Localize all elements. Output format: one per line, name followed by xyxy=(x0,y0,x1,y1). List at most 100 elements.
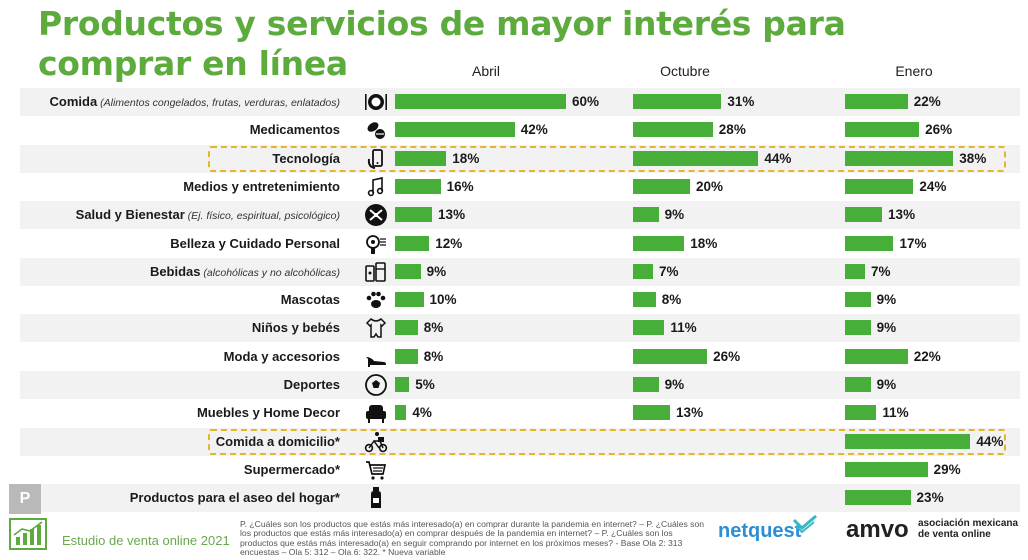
bar-value-label: 17% xyxy=(899,235,927,251)
bar-value-label: 7% xyxy=(658,263,679,279)
bar-value-label: 22% xyxy=(913,94,941,109)
bar-octubre xyxy=(633,292,656,308)
bar-value-label: 11% xyxy=(670,320,697,336)
bar-value-label: 26% xyxy=(713,348,741,364)
row-highlight xyxy=(208,428,1006,455)
series-header-abril: Abril xyxy=(471,63,501,79)
survey-note: P. ¿Cuáles son los productos que estás m… xyxy=(240,519,705,558)
delivery-bike-icon xyxy=(364,431,388,452)
pills-icon xyxy=(367,122,385,140)
bar-value-label: 44% xyxy=(976,433,1004,449)
bar-value-label: 38% xyxy=(959,150,987,166)
category-label: Medicamentos xyxy=(250,122,340,137)
bar-enero xyxy=(845,348,908,364)
bar-abril xyxy=(395,320,418,336)
bar-enero xyxy=(845,433,971,449)
bar-octubre xyxy=(633,377,659,392)
row-highlight xyxy=(208,145,1006,172)
bar-enero xyxy=(845,320,871,336)
series-header-enero: Enero xyxy=(895,63,933,79)
bar-abril xyxy=(395,235,430,251)
bar-octubre xyxy=(633,178,690,194)
category-label: Comida (Alimentos congelados, frutas, ve… xyxy=(50,94,340,109)
category-name: Niños y bebés xyxy=(251,320,340,336)
bar-octubre xyxy=(633,122,713,138)
category-label: Tecnología xyxy=(272,151,340,166)
bar-value-label: 22% xyxy=(913,348,941,364)
bar-value-label: 9% xyxy=(664,377,685,392)
bar-abril xyxy=(395,122,515,138)
onesie-icon xyxy=(365,318,387,339)
bar-value-label: 10% xyxy=(429,292,457,308)
armchair-icon xyxy=(366,405,386,424)
bar-octubre xyxy=(633,207,659,223)
bar-enero xyxy=(845,377,871,392)
bar-abril xyxy=(395,348,418,364)
bar-value-label: 44% xyxy=(764,150,792,166)
bar-value-label: 9% xyxy=(876,292,897,308)
category-label: Bebidas (alcohólicas y no alcohólicas) xyxy=(150,264,340,279)
page-title: Productos y servicios de mayor interés p… xyxy=(38,4,846,83)
heel-shoe-icon xyxy=(366,356,386,367)
bar-enero xyxy=(845,292,871,308)
dining-icon xyxy=(365,94,387,110)
bar-value-label: 13% xyxy=(676,405,704,421)
bar-abril xyxy=(395,405,407,421)
bar-value-label: 11% xyxy=(882,405,909,421)
bar-value-label: 23% xyxy=(916,490,944,506)
bar-value-label: 9% xyxy=(876,377,897,392)
bar-abril xyxy=(395,263,421,279)
category-label: Mascotas xyxy=(281,292,340,307)
bar-value-label: 26% xyxy=(925,122,953,138)
category-name: Productos para el aseo del hogar* xyxy=(129,490,340,506)
netquest-logo: netquest xyxy=(718,520,802,542)
hair-dryer-icon xyxy=(366,234,386,254)
bar-value-label: 4% xyxy=(412,405,432,421)
amvo-logo-subtitle: asociación mexicana de venta online xyxy=(918,518,1019,540)
bar-enero xyxy=(845,150,954,166)
bar-enero xyxy=(845,263,865,279)
bar-abril xyxy=(395,178,441,194)
bar-value-label: 12% xyxy=(435,235,463,251)
bar-abril xyxy=(395,207,433,223)
bar-value-label: 24% xyxy=(919,178,947,194)
category-label: Comida a domicilio* xyxy=(216,434,340,449)
bar-enero xyxy=(845,490,911,506)
category-label: Supermercado* xyxy=(244,462,340,477)
phone-icon xyxy=(367,148,383,169)
study-chart-icon xyxy=(9,518,47,550)
category-name: Tecnología xyxy=(272,150,340,166)
bar-value-label: 13% xyxy=(888,207,916,223)
bar-abril xyxy=(395,292,424,308)
bar-octubre xyxy=(633,150,759,166)
bar-value-label: 60% xyxy=(572,94,600,109)
category-name: Mascotas xyxy=(280,292,340,308)
category-label: Medios y entretenimiento xyxy=(183,179,340,194)
bar-value-label: 8% xyxy=(661,292,682,308)
bar-value-label: 7% xyxy=(870,263,891,279)
study-name: Estudio de venta online 2021 xyxy=(62,533,230,548)
category-label: Niños y bebés xyxy=(252,320,340,335)
category-name: Moda y accesorios xyxy=(223,348,340,364)
bar-octubre xyxy=(633,263,653,279)
category-name: Salud y Bienestar xyxy=(75,207,185,223)
category-name: Supermercado* xyxy=(243,461,340,477)
detergent-bottle-icon xyxy=(371,487,381,509)
bar-value-label: 9% xyxy=(664,207,685,223)
bar-value-label: 28% xyxy=(718,122,746,138)
bar-enero xyxy=(845,207,883,223)
bar-value-label: 16% xyxy=(446,178,474,194)
category-name: Comida xyxy=(49,94,98,109)
bar-enero xyxy=(845,461,928,477)
category-note: (Alimentos congelados, frutas, verduras,… xyxy=(97,97,340,109)
category-label: Moda y accesorios xyxy=(224,349,340,364)
bar-enero xyxy=(845,122,920,138)
bar-value-label: 9% xyxy=(876,320,897,336)
category-name: Comida a domicilio* xyxy=(215,433,340,449)
bar-enero xyxy=(845,235,894,251)
series-header-octubre: Octubre xyxy=(660,63,710,79)
soccer-ball-icon xyxy=(365,374,387,396)
category-label: Belleza y Cuidado Personal xyxy=(170,236,340,251)
wellness-icon xyxy=(365,204,387,227)
bar-octubre xyxy=(633,94,722,109)
